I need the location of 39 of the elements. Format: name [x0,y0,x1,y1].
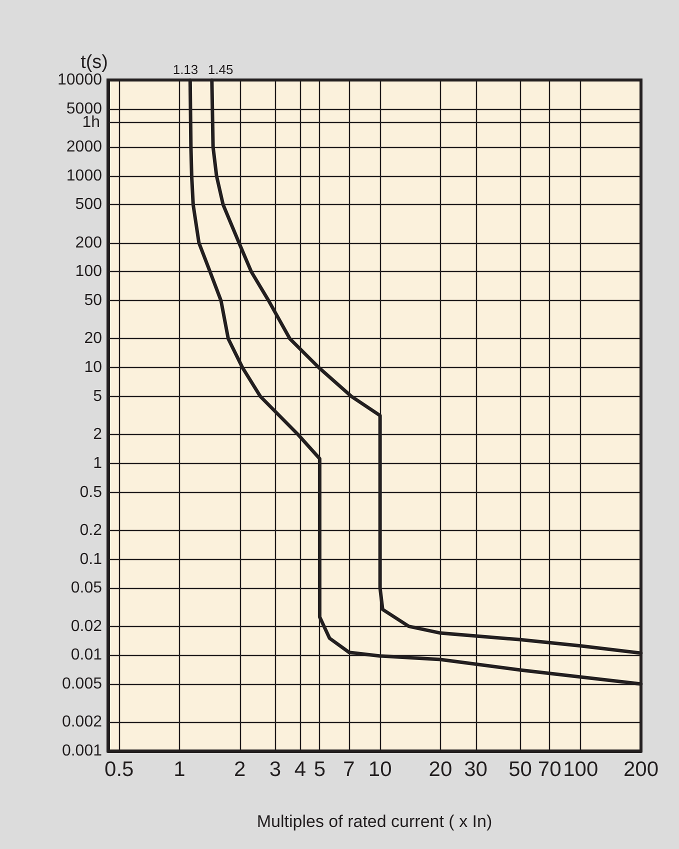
y-tick-label: 200 [75,234,102,252]
x-tick-label: 20 [428,758,452,781]
y-tick-label: 0.2 [80,522,102,539]
y-tick-label: 0.01 [70,646,102,664]
y-tick-label: 0.1 [80,550,102,568]
y-axis-title: t(s) [80,52,108,73]
y-tick-label: 5 [93,388,102,405]
x-tick-label: 7 [343,758,355,781]
y-tick-label: 0.001 [62,742,102,760]
y-tick-label: 10000 [58,72,102,88]
y-tick-label: 20 [84,330,102,348]
y-tick-label: 0.005 [62,676,102,692]
x-tick-label: 70 [538,758,562,781]
x-tick-label: 4 [294,758,306,781]
annotation: 1.45 [208,62,234,77]
x-tick-label: 30 [464,758,488,781]
x-tick-label: 5 [314,758,326,781]
x-tick-label: 200 [623,758,659,781]
x-tick-label: 100 [563,758,598,781]
y-tick-label: 1 [93,454,102,472]
annotation: 1.13 [172,62,198,77]
x-tick-label: 50 [508,758,532,781]
y-tick-label: 10 [84,359,102,376]
x-tick-label: 3 [269,758,282,781]
y-tick-label: 50 [84,292,102,310]
x-tick-label: 2 [234,758,246,781]
y-tick-label: 500 [75,196,102,214]
y-tick-label: 0.05 [70,580,102,597]
y-tick-label: 2 [93,426,102,444]
x-tick-label: 10 [368,758,392,781]
x-axis-title: Multiples of rated current ( x In) [256,812,492,831]
y-tick-label: 0.002 [62,714,102,731]
y-tick-label: 100 [75,263,102,280]
y-tick-label: 2000 [66,138,102,156]
y-tick-label: 0.5 [80,484,102,501]
ref-line-label: 1h [82,114,100,132]
y-tick-label: 0.02 [70,618,102,635]
x-tick-label: 1 [174,758,186,781]
y-tick-label: 1000 [66,167,102,184]
